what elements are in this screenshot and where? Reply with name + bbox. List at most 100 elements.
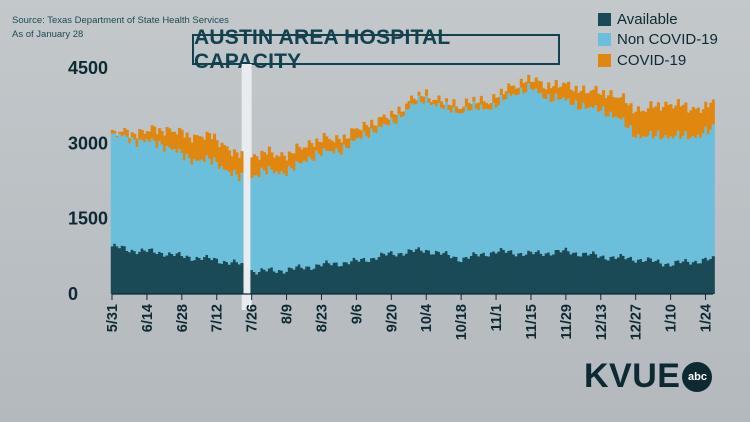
- bar-available: [577, 256, 581, 294]
- bar-available: [582, 252, 586, 294]
- bar-non-covid: [529, 88, 533, 252]
- bar-non-covid: [387, 125, 391, 253]
- bar-available: [604, 259, 608, 294]
- bar-covid: [482, 101, 486, 110]
- bar-available: [497, 251, 501, 294]
- bar-covid: [320, 142, 324, 157]
- bar-covid: [477, 102, 481, 110]
- bar-covid: [599, 94, 603, 111]
- bar-non-covid: [517, 94, 521, 254]
- bar-covid: [173, 131, 177, 149]
- bar-non-covid: [230, 176, 234, 263]
- legend-label-available: Available: [617, 10, 678, 28]
- bar-available: [285, 271, 289, 294]
- bar-covid: [631, 113, 636, 137]
- bar-non-covid: [582, 102, 586, 253]
- bar-available: [414, 249, 419, 294]
- bar-available: [631, 260, 636, 294]
- bar-available: [527, 250, 531, 294]
- bar-covid: [574, 85, 578, 101]
- bar-covid: [532, 81, 536, 91]
- bar-covid: [257, 159, 261, 178]
- bar-non-covid: [664, 135, 668, 264]
- bar-covid: [153, 126, 157, 142]
- bar-available: [380, 252, 384, 294]
- chart-title: AUSTIN AREA HOSPITAL CAPACITY: [192, 26, 560, 73]
- bar-available: [429, 254, 434, 294]
- bar-covid: [701, 109, 705, 134]
- bar-covid: [347, 138, 351, 149]
- bar-covid: [609, 90, 613, 112]
- bar-non-covid: [701, 133, 705, 259]
- bar-covid: [614, 97, 618, 117]
- bar-non-covid: [669, 136, 673, 267]
- x-tick-label: 1/24: [699, 304, 715, 332]
- bar-covid: [372, 125, 376, 133]
- bar-available: [217, 263, 222, 294]
- bar-available: [397, 253, 401, 294]
- bar-available: [180, 256, 184, 294]
- bar-covid: [417, 91, 421, 96]
- bar-non-covid: [609, 111, 613, 257]
- bar-available: [170, 253, 174, 294]
- bar-non-covid: [405, 109, 409, 254]
- bar-covid: [559, 86, 563, 100]
- bar-covid: [200, 136, 204, 160]
- bar-non-covid: [699, 137, 703, 264]
- bar-covid: [432, 99, 436, 104]
- bar-non-covid: [287, 165, 291, 268]
- bar-covid: [198, 136, 202, 161]
- bar-covid: [345, 138, 349, 148]
- bar-available: [173, 255, 177, 294]
- bar-available: [225, 262, 229, 294]
- bar-covid: [462, 106, 466, 113]
- bar-non-covid: [215, 162, 219, 259]
- bar-available: [422, 252, 426, 294]
- bar-non-covid: [602, 106, 606, 256]
- bar-available: [272, 271, 276, 294]
- bar-non-covid: [494, 107, 498, 254]
- bar-covid: [140, 130, 144, 140]
- bar-covid: [178, 127, 182, 149]
- bar-covid: [554, 80, 558, 94]
- bar-non-covid: [138, 139, 142, 252]
- bar-covid: [143, 133, 147, 143]
- bar-non-covid: [524, 92, 528, 255]
- bar-covid: [542, 88, 546, 99]
- legend-label-covid: COVID-19: [617, 51, 687, 69]
- bar-non-covid: [208, 158, 212, 259]
- bar-available: [514, 256, 518, 294]
- bar-non-covid: [355, 138, 359, 260]
- bar-available: [459, 262, 463, 294]
- bar-covid: [512, 85, 516, 94]
- bar-available: [522, 255, 526, 294]
- bar-non-covid: [467, 110, 471, 259]
- bar-non-covid: [464, 106, 468, 257]
- bar-covid: [270, 152, 274, 170]
- bar-available: [138, 251, 142, 294]
- x-tick-label: 8/23: [314, 304, 330, 332]
- bar-available: [342, 262, 346, 294]
- bar-available: [165, 255, 169, 294]
- bar-available: [447, 254, 451, 294]
- bar-available: [644, 261, 648, 294]
- bar-covid: [524, 81, 528, 93]
- bar-available: [385, 255, 389, 294]
- bar-non-covid: [335, 148, 339, 263]
- bar-non-covid: [646, 135, 651, 258]
- bar-covid: [282, 155, 286, 174]
- bar-non-covid: [479, 104, 483, 254]
- bar-available: [492, 251, 496, 294]
- bar-non-covid: [457, 113, 461, 262]
- bar-covid: [360, 130, 364, 139]
- bar-non-covid: [577, 109, 581, 257]
- bar-non-covid: [407, 108, 411, 250]
- bar-covid: [429, 101, 434, 106]
- bar-available: [439, 254, 444, 294]
- bar-covid: [252, 154, 256, 176]
- bar-covid: [163, 135, 167, 152]
- bar-covid: [497, 96, 501, 106]
- x-tick-label: 5/31: [105, 304, 121, 332]
- bar-non-covid: [552, 101, 556, 255]
- bar-available: [467, 258, 471, 294]
